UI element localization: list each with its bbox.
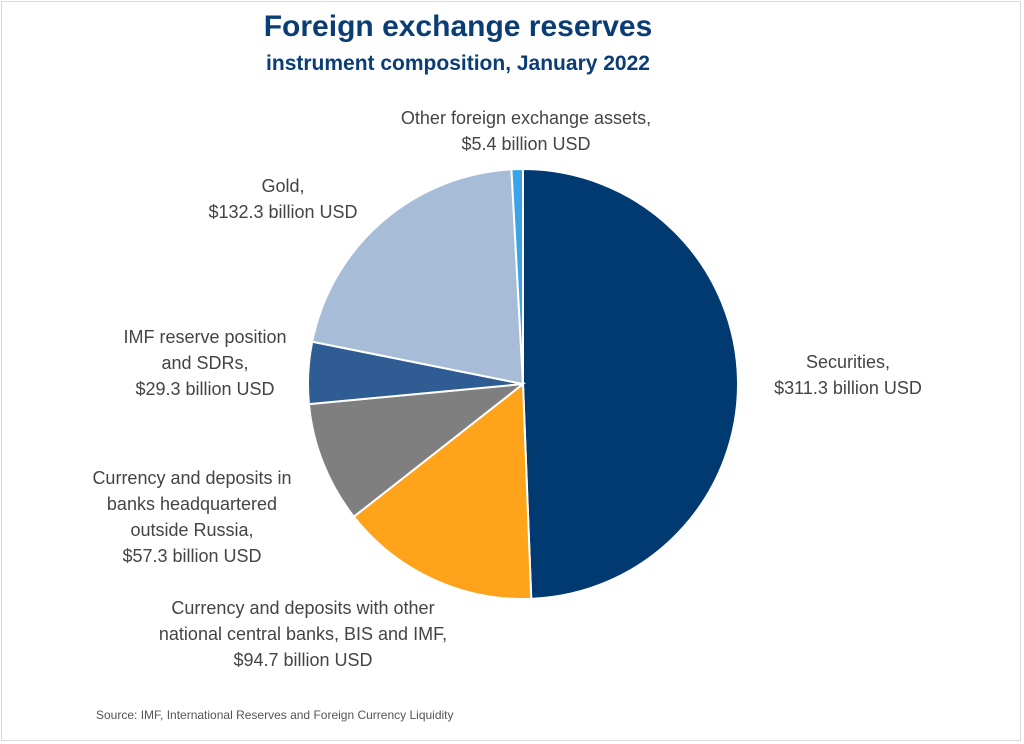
pie-slice-securities	[522, 167, 739, 600]
slice-label-other-foreign-exchange-assets: Other foreign exchange assets, $5.4 billi…	[401, 108, 651, 154]
slice-label-imf-reserve-position-and-sdrs: IMF reserve position and SDRs, $29.3 billi…	[123, 327, 286, 399]
pie-slice-other-foreign-exchange-assets	[510, 167, 524, 385]
slice-label-currency-and-deposits-in-banks-headquartered-outside-russia: Currency and deposits in banks headquarte…	[92, 468, 291, 566]
chart-subtitle: instrument composition, January 2022	[266, 52, 650, 75]
pie-slice-gold	[311, 168, 525, 386]
slice-label-securities: Securities, $311.3 billion USD	[774, 352, 922, 398]
slice-label-gold: Gold, $132.3 billion USD	[208, 176, 357, 222]
source-note: Source: IMF, International Reserves and …	[96, 708, 454, 722]
slice-label-currency-and-deposits-with-other-national-central-banks-bis-and-imf: Currency and deposits with other national…	[159, 598, 447, 670]
pie-slice-currency-and-deposits-in-banks-headquartered-outside-russia	[307, 382, 527, 519]
pie-slice-currency-and-deposits-with-other-national-central-banks-bis-and-imf	[352, 382, 533, 600]
chart-title: Foreign exchange reserves	[263, 10, 653, 43]
